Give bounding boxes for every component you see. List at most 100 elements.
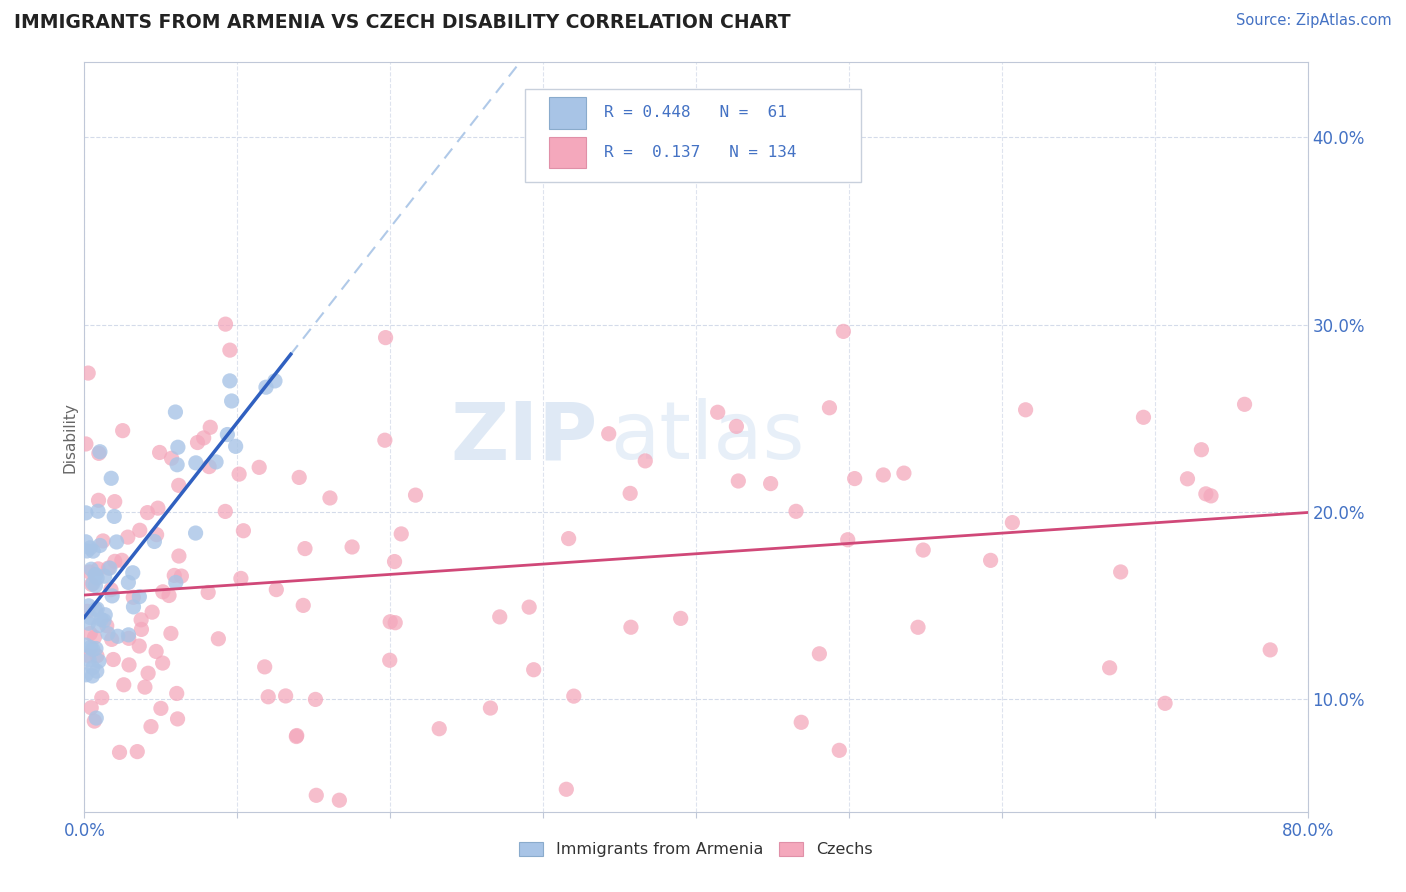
Point <box>157 589 180 603</box>
Point <box>380 615 402 629</box>
Point <box>108 745 131 759</box>
Point <box>136 506 159 520</box>
Point <box>405 488 427 502</box>
Point <box>79 626 101 640</box>
Point <box>112 678 135 692</box>
Point <box>75 534 97 549</box>
Point <box>562 689 585 703</box>
Point <box>598 426 620 441</box>
Point <box>77 616 100 631</box>
Text: atlas: atlas <box>610 398 804 476</box>
Point <box>77 648 100 663</box>
Point <box>264 374 287 388</box>
Point <box>75 506 97 520</box>
Point <box>121 566 143 580</box>
Point <box>378 653 401 667</box>
Point <box>79 640 101 655</box>
Point <box>274 689 297 703</box>
Point <box>1098 661 1121 675</box>
Point <box>1001 516 1024 530</box>
Point <box>84 602 107 616</box>
Point <box>87 446 110 460</box>
Point <box>90 690 112 705</box>
Point <box>87 618 110 632</box>
Point <box>523 663 546 677</box>
Point <box>117 628 139 642</box>
Point <box>808 647 831 661</box>
Point <box>706 405 728 419</box>
Point <box>285 729 308 743</box>
Point <box>285 730 308 744</box>
Point <box>1154 696 1177 710</box>
Point <box>146 501 169 516</box>
Point <box>97 561 120 575</box>
Point <box>832 325 855 339</box>
Point <box>91 533 114 548</box>
Point <box>893 466 915 480</box>
Point <box>1233 397 1256 411</box>
Point <box>87 504 110 518</box>
Point <box>122 599 145 614</box>
Point <box>294 541 316 556</box>
Point <box>759 476 782 491</box>
Point <box>214 504 236 518</box>
Point <box>254 380 277 394</box>
Point <box>288 470 311 484</box>
Point <box>97 626 120 640</box>
Point <box>790 715 813 730</box>
Point <box>75 638 97 652</box>
Point <box>122 591 145 605</box>
Point <box>818 401 841 415</box>
Point <box>170 569 193 583</box>
Point <box>266 582 288 597</box>
Point <box>82 660 104 674</box>
Point <box>118 657 141 672</box>
Point <box>374 434 396 448</box>
Point <box>77 599 100 613</box>
Point <box>619 486 641 500</box>
Point <box>785 504 807 518</box>
Point <box>669 611 692 625</box>
Point <box>86 664 108 678</box>
Point <box>131 623 153 637</box>
Point <box>205 455 228 469</box>
Point <box>167 440 190 454</box>
Point <box>149 445 172 459</box>
Point <box>76 544 98 558</box>
Point <box>217 427 239 442</box>
Point <box>152 584 174 599</box>
Point <box>228 467 250 482</box>
Point <box>149 701 172 715</box>
Point <box>253 660 276 674</box>
Point <box>80 577 103 591</box>
Point <box>166 686 188 700</box>
Point <box>100 632 122 647</box>
Point <box>118 632 141 646</box>
Point <box>104 554 127 568</box>
Point <box>186 435 208 450</box>
Point <box>84 567 107 582</box>
Point <box>193 431 215 445</box>
Point <box>136 666 159 681</box>
Point <box>229 571 252 585</box>
Point <box>111 553 134 567</box>
Point <box>82 544 104 558</box>
Point <box>218 374 240 388</box>
Text: R =  0.137   N = 134: R = 0.137 N = 134 <box>605 145 797 160</box>
Point <box>75 437 97 451</box>
Point <box>1109 565 1132 579</box>
Point <box>96 618 118 632</box>
Point <box>292 599 315 613</box>
Point <box>86 571 108 585</box>
Point <box>305 789 328 803</box>
Point <box>634 454 657 468</box>
Point <box>1199 489 1222 503</box>
Point <box>84 711 107 725</box>
Point <box>1189 442 1212 457</box>
Text: Source: ZipAtlas.com: Source: ZipAtlas.com <box>1236 13 1392 29</box>
Point <box>100 582 122 597</box>
Point <box>107 629 129 643</box>
Point <box>82 576 104 591</box>
Point <box>555 782 578 797</box>
Point <box>80 700 103 714</box>
